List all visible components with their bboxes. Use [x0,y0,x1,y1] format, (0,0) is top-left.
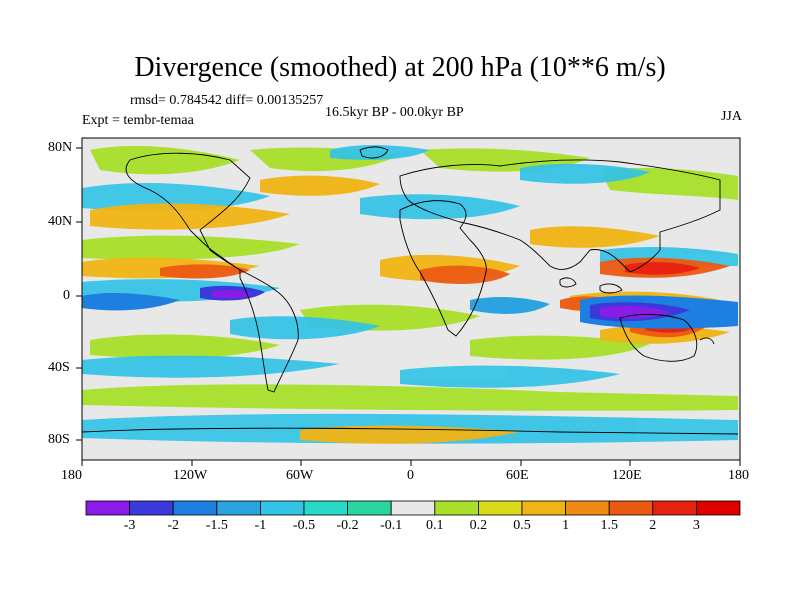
colorbar-swatch [477,500,523,516]
colorbar-swatch [259,500,305,516]
colorbar-swatch [347,500,392,516]
y-tick-label: 0 [63,288,70,303]
colorbar-label: -0.2 [336,518,359,533]
colorbar-swatch [521,500,566,516]
y-tick-label: 80S [48,432,70,447]
rmsd-label: rmsd= 0.784542 diff= 0.00135257 [130,93,324,108]
cyan-negative-fields [82,145,738,444]
axis-ticks [76,147,741,466]
colorbar-label: -0.5 [292,518,316,533]
colorbar-swatch [303,500,348,516]
x-tick-label: 120W [173,468,208,483]
colorbar-swatch [696,500,741,516]
colorbar-swatch [390,500,436,516]
period-label: 16.5kyr BP - 00.0kyr BP [325,105,464,120]
y-tick-label: 80N [48,140,73,155]
colorbar-label: -1.5 [205,518,228,533]
colorbar-swatch [216,500,261,516]
x-tick-label: 60E [506,468,529,483]
colorbar-label: 3 [692,518,700,533]
coastlines [82,146,739,435]
y-tick-label: 40S [48,360,70,375]
colorbar-label: 0.1 [426,518,444,533]
colorbar-swatch [172,500,218,516]
colorbar-label: -3 [123,518,136,533]
colorbar-swatch [652,500,697,516]
colorbar-label: 1.5 [600,518,618,533]
colorbar-swatch [129,500,174,516]
plot-title: Divergence (smoothed) at 200 hPa (10**6 … [134,52,666,83]
x-tick-label: 180 [728,468,749,483]
colorbar [85,500,741,516]
colorbar-label: 2 [649,518,657,533]
colorbar-label: 0.5 [513,518,531,533]
colorbar-label: -0.1 [380,518,403,533]
colorbar-swatch [565,500,610,516]
x-tick-label: 120E [612,468,642,483]
colorbar-label: 0.2 [469,518,488,533]
colorbar-label: -2 [167,518,180,533]
strong-negative-fields [82,285,738,329]
colorbar-swatch [608,500,654,516]
colorbar-swatch [85,500,130,516]
y-tick-label: 40N [48,214,73,229]
x-tick-label: 180 [61,468,82,483]
colorbar-label: -1 [254,518,267,533]
x-tick-label: 60W [286,468,314,483]
season-label: JJA [720,109,742,124]
experiment-label: Expt = tembr-temaa [82,113,194,128]
x-tick-label: 0 [407,468,414,483]
colorbar-swatch [434,500,479,516]
colorbar-label: 1 [562,518,570,533]
